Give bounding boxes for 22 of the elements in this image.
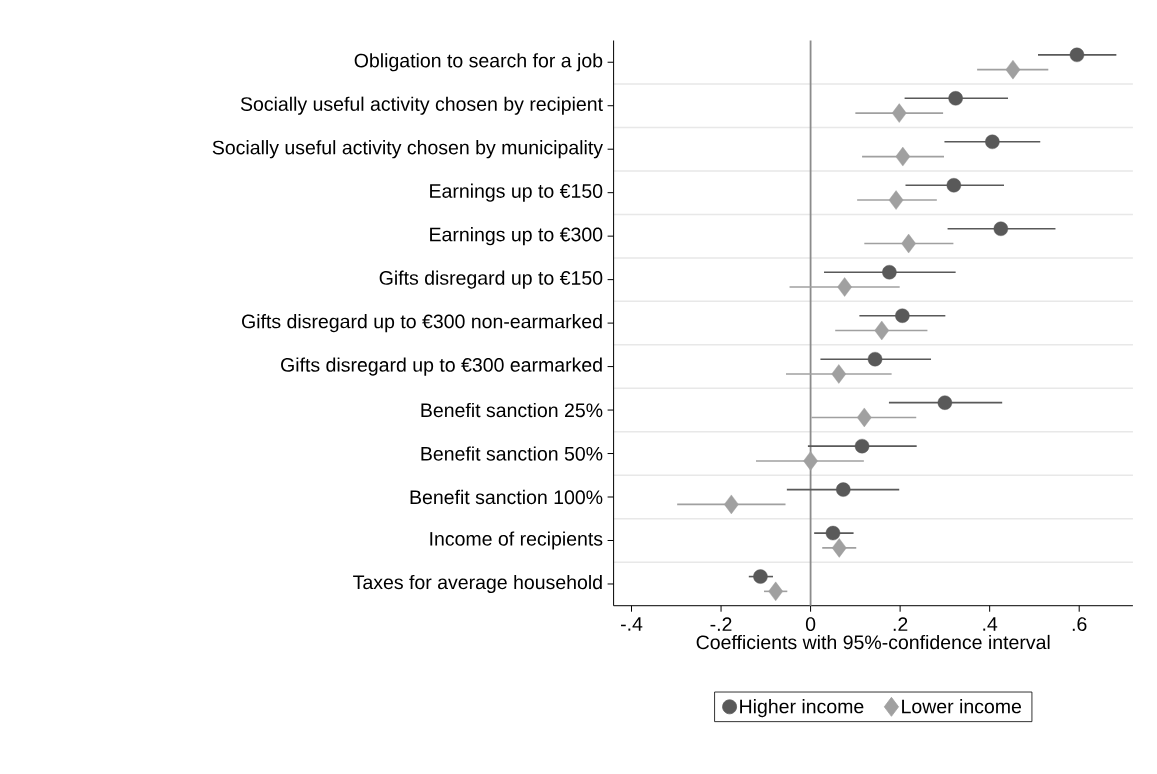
x-tick-label: 0 bbox=[805, 617, 816, 632]
x-tick-label: .6 bbox=[1072, 617, 1087, 632]
legend-label: Lower income bbox=[902, 699, 1022, 714]
x-tick-label: .4 bbox=[983, 617, 998, 631]
y-tick-label: Gifts disregard up to €300 earmarked bbox=[281, 357, 602, 376]
y-tick-label: Gifts disregard up to €300 non-earmarked bbox=[242, 314, 602, 333]
x-axis-title: Coefficients with 95%-confidence interval bbox=[696, 634, 1050, 650]
y-tick-label: Taxes for average household bbox=[353, 574, 602, 594]
x-tick-label: -.2 bbox=[710, 617, 732, 631]
x-tick-label: -.4 bbox=[620, 617, 643, 631]
x-tick-label: .2 bbox=[893, 617, 908, 631]
y-tick-label: Earnings up to €150 bbox=[430, 183, 603, 202]
y-tick-label: Earnings up to €300 bbox=[430, 227, 603, 246]
legend-label: Higher income bbox=[740, 699, 864, 718]
y-tick-label: Socially useful activity chosen by municipality bbox=[212, 140, 603, 159]
y-tick-label: Gifts disregard up to €150 bbox=[379, 270, 603, 289]
y-tick-label: Socially useful activity chosen by recipient bbox=[240, 96, 603, 115]
y-tick-label: Benefit sanction 100% bbox=[410, 489, 603, 505]
y-tick-label: Benefit sanction 50% bbox=[421, 446, 603, 461]
y-tick-label: Obligation to search for a job bbox=[354, 53, 603, 72]
y-tick-label: Income of recipients bbox=[430, 531, 603, 550]
y-tick-label: Benefit sanction 25% bbox=[421, 402, 603, 418]
